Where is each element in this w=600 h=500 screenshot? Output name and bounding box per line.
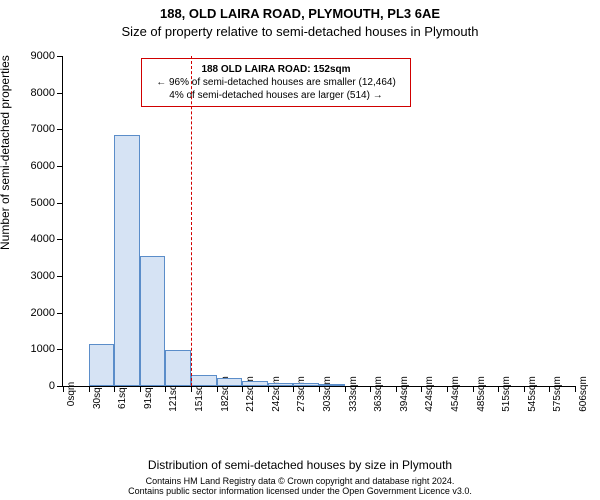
x-tick: [370, 386, 371, 392]
annotation-line1: 188 OLD LAIRA ROAD: 152sqm: [148, 63, 404, 76]
x-tick: [447, 386, 448, 392]
x-tick-label: 0sqm: [66, 382, 77, 406]
histogram-bar: [268, 383, 294, 386]
x-tick-label: 485sqm: [476, 376, 487, 412]
y-tick: [57, 129, 63, 130]
y-tick: [57, 93, 63, 94]
x-tick: [63, 386, 64, 392]
y-tick-label: 6000: [31, 160, 55, 172]
histogram-bar: [293, 383, 319, 386]
x-tick-label: 545sqm: [527, 376, 538, 412]
attribution-line2: Contains public sector information licen…: [0, 486, 600, 496]
chart-title-line1: 188, OLD LAIRA ROAD, PLYMOUTH, PL3 6AE: [0, 6, 600, 21]
x-tick: [498, 386, 499, 392]
x-tick: [524, 386, 525, 392]
x-tick: [421, 386, 422, 392]
x-tick-label: 273sqm: [296, 376, 307, 412]
x-tick-label: 363sqm: [373, 376, 384, 412]
y-tick-label: 5000: [31, 197, 55, 209]
y-tick-label: 8000: [31, 87, 55, 99]
y-tick: [57, 349, 63, 350]
y-tick-label: 2000: [31, 307, 55, 319]
x-tick: [293, 386, 294, 392]
y-tick: [57, 239, 63, 240]
reference-line: [191, 56, 192, 386]
x-tick-label: 303sqm: [322, 376, 333, 412]
x-tick: [345, 386, 346, 392]
histogram-bar: [242, 381, 268, 386]
x-tick-label: 394sqm: [399, 376, 410, 412]
chart-container: 188, OLD LAIRA ROAD, PLYMOUTH, PL3 6AE S…: [0, 0, 600, 500]
x-tick-label: 575sqm: [552, 376, 563, 412]
annotation-line2: ← 96% of semi-detached houses are smalle…: [148, 76, 404, 89]
x-tick: [242, 386, 243, 392]
histogram-bar: [140, 256, 166, 386]
x-tick: [165, 386, 166, 392]
x-tick: [396, 386, 397, 392]
plot-area: 188 OLD LAIRA ROAD: 152sqm ← 96% of semi…: [62, 56, 575, 387]
y-axis-label: Number of semi-detached properties: [0, 55, 12, 250]
x-tick-label: 515sqm: [501, 376, 512, 412]
y-tick: [57, 203, 63, 204]
histogram-bar: [319, 384, 345, 386]
attribution-line1: Contains HM Land Registry data © Crown c…: [0, 476, 600, 486]
annotation-box: 188 OLD LAIRA ROAD: 152sqm ← 96% of semi…: [141, 58, 411, 107]
y-tick: [57, 166, 63, 167]
x-tick: [319, 386, 320, 392]
x-tick: [473, 386, 474, 392]
histogram-bar: [165, 350, 191, 386]
histogram-bar: [191, 375, 217, 386]
x-tick: [114, 386, 115, 392]
x-tick-label: 333sqm: [348, 376, 359, 412]
x-tick-label: 242sqm: [271, 376, 282, 412]
histogram-bar: [114, 135, 140, 386]
y-tick-label: 3000: [31, 270, 55, 282]
y-tick-label: 0: [49, 380, 55, 392]
x-tick: [89, 386, 90, 392]
x-tick-label: 606sqm: [578, 376, 589, 412]
chart-title-line2: Size of property relative to semi-detach…: [0, 24, 600, 39]
y-tick-label: 7000: [31, 123, 55, 135]
x-tick-label: 424sqm: [424, 376, 435, 412]
y-tick-label: 1000: [31, 343, 55, 355]
histogram-bar: [217, 378, 243, 386]
x-tick: [140, 386, 141, 392]
attribution: Contains HM Land Registry data © Crown c…: [0, 476, 600, 496]
y-tick: [57, 313, 63, 314]
x-tick: [268, 386, 269, 392]
y-tick-label: 4000: [31, 233, 55, 245]
y-tick: [57, 276, 63, 277]
x-tick: [217, 386, 218, 392]
x-tick-label: 454sqm: [450, 376, 461, 412]
annotation-line3: 4% of semi-detached houses are larger (5…: [148, 89, 404, 102]
y-tick: [57, 56, 63, 57]
x-tick: [191, 386, 192, 392]
histogram-bar: [89, 344, 115, 386]
x-tick: [549, 386, 550, 392]
x-axis-label: Distribution of semi-detached houses by …: [0, 458, 600, 472]
y-tick-label: 9000: [31, 50, 55, 62]
x-tick: [575, 386, 576, 392]
